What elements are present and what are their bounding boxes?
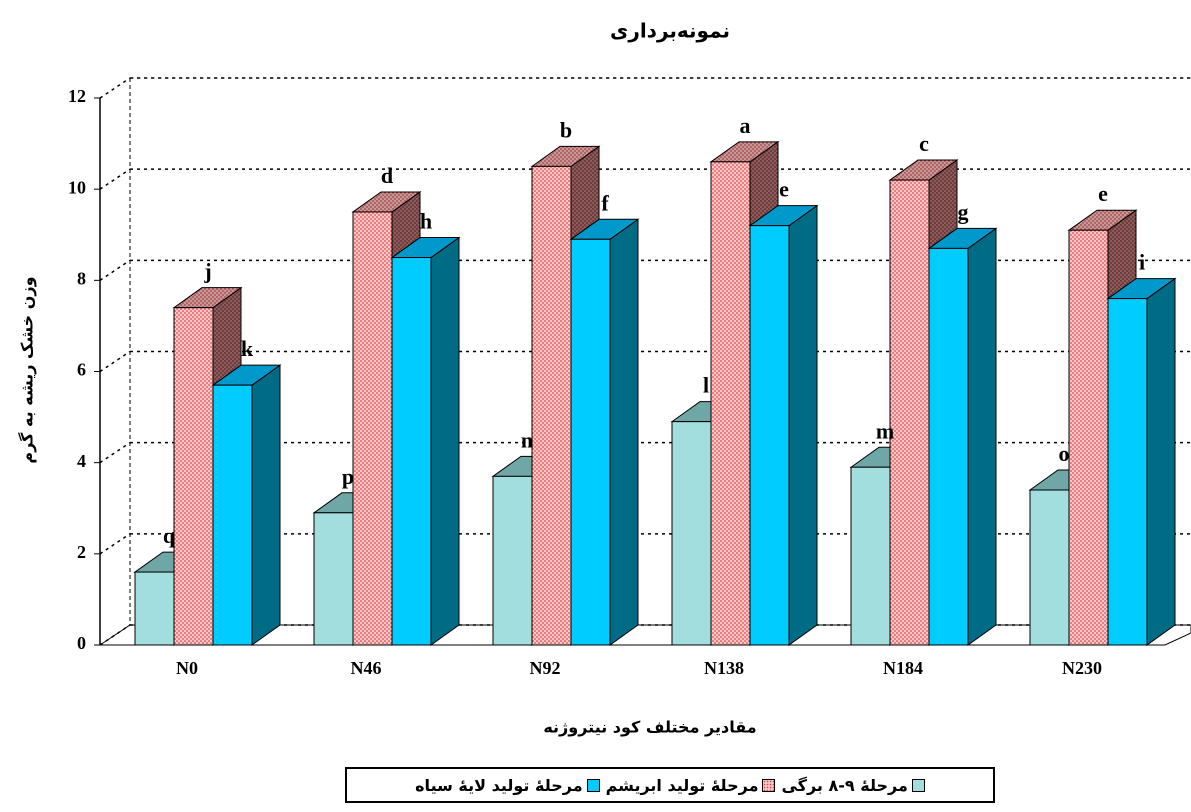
grid-line-side [99, 259, 131, 281]
bar-front [212, 384, 253, 646]
annotation: o [1059, 441, 1070, 466]
bar-side [967, 227, 997, 646]
x-axis-label: مقادیر مختلف کود نیتروژنه [543, 718, 756, 737]
annotation: a [740, 113, 751, 138]
annotation: g [958, 199, 969, 224]
annotation: l [703, 373, 709, 398]
bar-front [889, 179, 930, 646]
bar-front [1068, 229, 1109, 646]
bar-front [671, 421, 712, 646]
bar-side [430, 236, 460, 646]
annotation: e [1098, 181, 1108, 206]
bar-front [850, 466, 891, 646]
bar-side [251, 364, 281, 646]
y-tick-label: 10 [68, 177, 86, 197]
legend-label: مرحلهٔ ۹-۸ برگی [781, 775, 908, 795]
annotation: f [601, 190, 609, 215]
x-tick-label: N230 [1062, 658, 1102, 678]
legend-item: مرحلهٔ تولید ابریشم [606, 776, 776, 795]
annotation: q [163, 523, 176, 548]
bar-front [313, 512, 354, 646]
grid-line-side [99, 533, 131, 555]
annotation: m [876, 418, 894, 443]
grid-line-side [99, 168, 131, 190]
y-tick-label: 4 [77, 451, 86, 471]
grid-line-side [99, 624, 131, 646]
bar-front [1029, 489, 1070, 646]
bar [211, 364, 282, 646]
bar-front [173, 307, 214, 646]
grid-line-side [99, 350, 131, 373]
bar-front [352, 211, 393, 646]
legend-label: مرحلهٔ تولید ابریشم [605, 775, 759, 795]
x-tick-label: N46 [351, 658, 382, 678]
y-tick-label: 2 [77, 542, 86, 562]
x-tick-label: N0 [176, 658, 198, 678]
bar-front [134, 571, 175, 646]
x-tick-label: N92 [530, 658, 561, 678]
bar-front [1107, 298, 1148, 646]
legend-label: مرحلهٔ تولید لایهٔ سیاه [415, 775, 583, 795]
annotation: k [241, 336, 254, 361]
grid-line-side [99, 77, 131, 99]
annotation: c [919, 131, 929, 156]
legend-swatch [586, 778, 600, 792]
grid-line-side [99, 442, 131, 464]
bar-side [788, 204, 818, 646]
annotation: n [521, 427, 533, 452]
bar-front [570, 238, 611, 646]
bar-front [492, 475, 533, 646]
y-tick-label: 12 [68, 86, 86, 106]
bar [569, 218, 640, 646]
y-axis-label: وزن خشک ریشه به گرم [18, 276, 37, 463]
y-tick-label: 8 [77, 268, 86, 288]
legend: مرحلهٔ ۹-۸ برگی مرحلهٔ تولید ابریشم مرحلهٔ… [345, 767, 995, 803]
annotation: j [203, 259, 211, 284]
bar-side [609, 218, 639, 646]
legend-swatch [762, 778, 776, 792]
legend-swatch [911, 778, 925, 792]
legend-item: مرحلهٔ تولید لایهٔ سیاه [415, 776, 600, 795]
annotation: i [1139, 250, 1145, 275]
bar [748, 204, 819, 646]
bar [927, 227, 998, 646]
annotation: d [381, 163, 393, 188]
annotation: p [342, 464, 354, 489]
bar-side [1146, 277, 1176, 646]
y-tick-label: 6 [77, 360, 86, 380]
bar-front [928, 247, 969, 646]
x-tick-label: N138 [704, 658, 744, 678]
bar-front [749, 225, 790, 646]
annotation: b [560, 117, 572, 142]
x-tick-label: N184 [883, 658, 923, 678]
annotation: h [420, 209, 432, 234]
annotation: e [779, 177, 789, 202]
bar [1106, 277, 1177, 646]
chart-title: نمونه‌برداری [610, 19, 730, 43]
bar-front [710, 161, 751, 646]
bar-front [531, 165, 572, 646]
bar [390, 236, 461, 646]
legend-item: مرحلهٔ ۹-۸ برگی [781, 775, 925, 795]
y-tick-label: 0 [77, 633, 86, 653]
bar-front [391, 257, 432, 646]
